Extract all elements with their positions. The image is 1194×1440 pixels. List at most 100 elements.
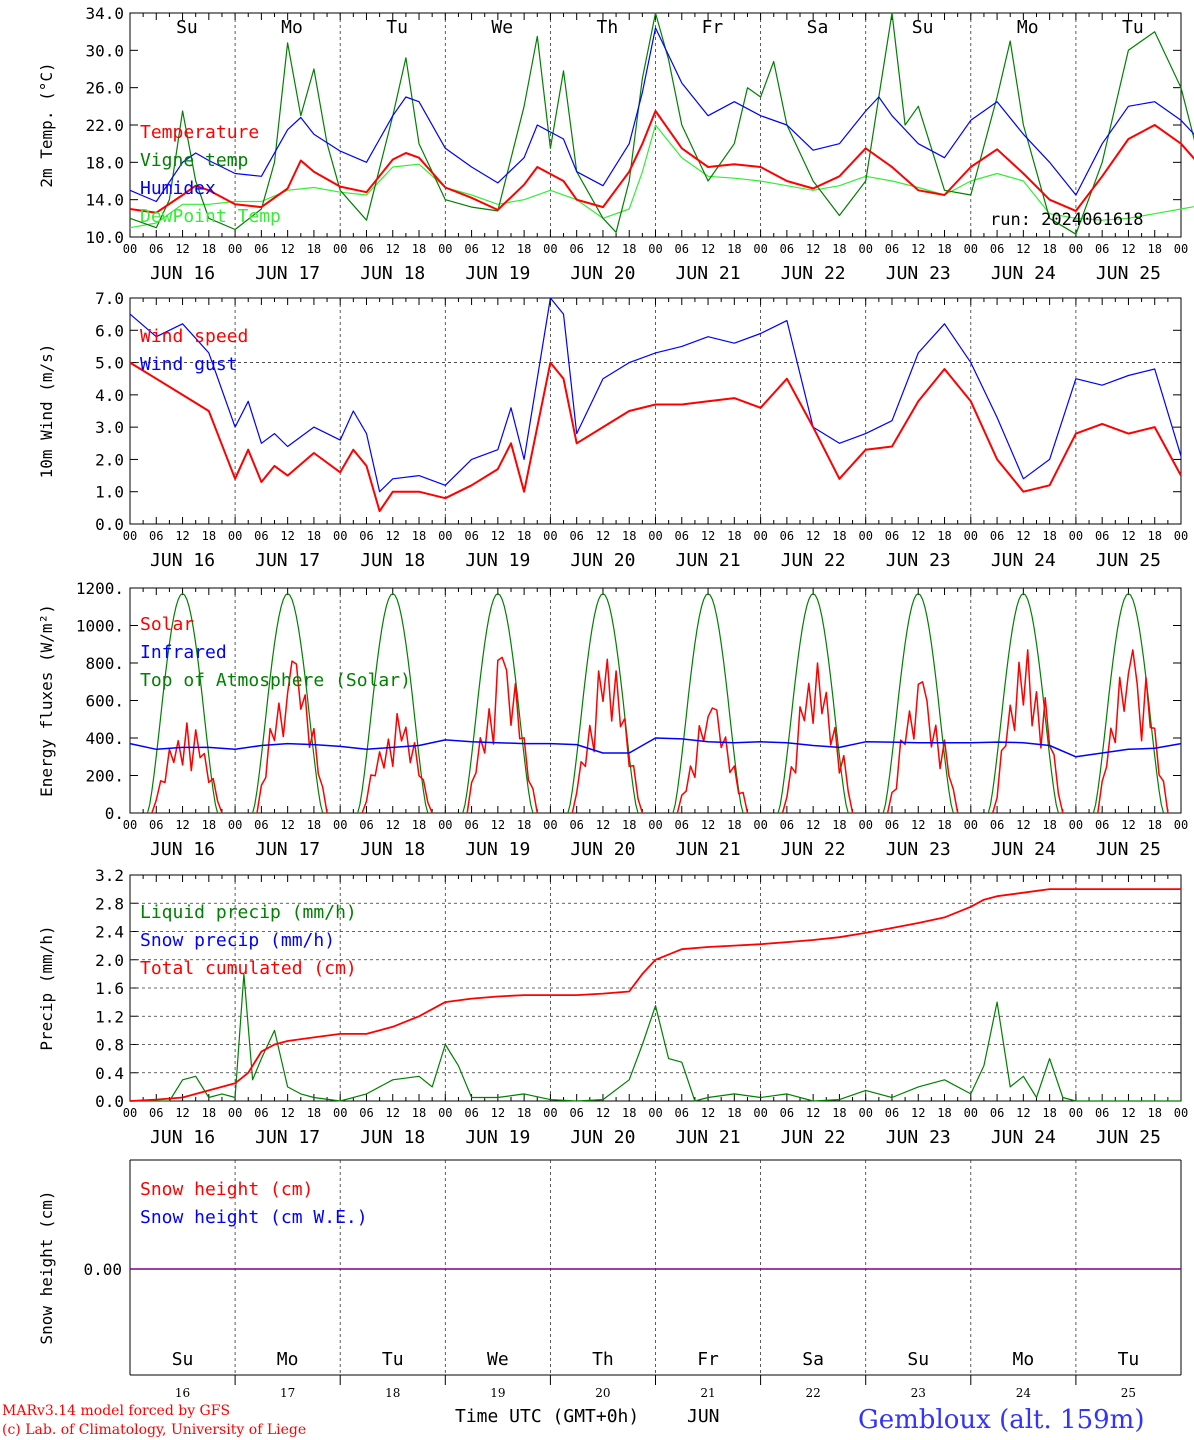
day-label: JUN 18 xyxy=(360,550,425,571)
x-hour-label: 18 xyxy=(622,529,636,543)
x-hour-label: 18 xyxy=(202,242,216,256)
x-hour-label: 00 xyxy=(333,242,347,256)
x-hour-label: 18 xyxy=(1042,529,1056,543)
series-toa-day xyxy=(146,592,219,814)
x-hour-label: 00 xyxy=(753,818,767,832)
legend-entry: Snow height (cm W.E.) xyxy=(140,1207,368,1228)
y-tick-label: 3.2 xyxy=(95,866,124,885)
x-hour-label: 00 xyxy=(858,242,872,256)
day-label: JUN 25 xyxy=(1096,550,1161,571)
x-hour-label: 12 xyxy=(596,818,610,832)
x-hour-label: 00 xyxy=(964,818,978,832)
y-tick-label: 0.4 xyxy=(95,1064,124,1083)
series-solar-day xyxy=(886,681,959,814)
day-label: JUN 20 xyxy=(570,839,635,860)
x-hour-label: 18 xyxy=(1042,242,1056,256)
x-hour-label: 18 xyxy=(727,242,741,256)
x-hour-label: 06 xyxy=(1095,818,1109,832)
y-tick-label: 0. xyxy=(105,804,124,823)
x-hour-label: 18 xyxy=(307,1106,321,1120)
x-hour-label: 06 xyxy=(464,242,478,256)
x-hour-label: 00 xyxy=(858,818,872,832)
day-label: JUN 16 xyxy=(150,263,215,284)
x-hour-label: 12 xyxy=(596,529,610,543)
x-hour-label: 06 xyxy=(675,529,689,543)
x-hour-label: 12 xyxy=(175,242,189,256)
legend-entry: Total cumulated (cm) xyxy=(140,958,357,979)
y-axis-title: 10m Wind (m/s) xyxy=(37,344,56,479)
weekday-label: Mo xyxy=(1017,17,1039,38)
day-label: JUN 20 xyxy=(570,263,635,284)
y-tick-label: 200. xyxy=(85,767,124,786)
day-label: JUN 25 xyxy=(1096,1127,1161,1148)
weekday-label: Th xyxy=(592,1349,614,1370)
y-tick-label: 34.0 xyxy=(85,4,124,23)
weekday-label: Sa xyxy=(807,17,829,38)
x-hour-label: 18 xyxy=(307,242,321,256)
day-label: JUN 20 xyxy=(570,550,635,571)
weekday-label: We xyxy=(487,1349,509,1370)
x-hour-label: 06 xyxy=(780,529,794,543)
x-hour-label: 12 xyxy=(806,529,820,543)
legend-entry: Temperature xyxy=(140,122,259,143)
weekday-label: Th xyxy=(596,17,618,38)
x-hour-label: 00 xyxy=(1069,818,1083,832)
day-number-label: 23 xyxy=(911,1386,926,1400)
day-label: JUN 25 xyxy=(1096,839,1161,860)
x-hour-label: 06 xyxy=(464,529,478,543)
footer-credit-line-2: (c) Lab. of Climatology, University of L… xyxy=(2,1422,306,1438)
y-tick-label: 1.0 xyxy=(95,483,124,502)
day-label: JUN 18 xyxy=(360,1127,425,1148)
precip-panel: 00 06 12 18 00 06 12 18 00 06 12 18 00 06 12 18 00 06 12 18… xyxy=(37,866,1188,1148)
weekday-label: Fr xyxy=(697,1349,719,1370)
day-label: JUN 16 xyxy=(150,550,215,571)
x-hour-label: 12 xyxy=(491,529,505,543)
x-hour-label: 12 xyxy=(280,1106,294,1120)
x-hour-label: 00 xyxy=(1069,529,1083,543)
day-label: JUN 25 xyxy=(1096,263,1161,284)
x-hour-label: 06 xyxy=(464,1106,478,1120)
x-hour-label: 00 xyxy=(543,242,557,256)
y-tick-label: 1000. xyxy=(76,617,124,636)
day-number-label: 19 xyxy=(490,1386,505,1400)
x-hour-label: 18 xyxy=(1147,242,1161,256)
x-hour-label: 06 xyxy=(675,1106,689,1120)
weekday-label: We xyxy=(491,17,513,38)
x-hour-label: 12 xyxy=(1016,242,1030,256)
x-hour-label: 00 xyxy=(123,1106,137,1120)
x-hour-label: 00 xyxy=(1069,1106,1083,1120)
day-number-label: 16 xyxy=(175,1386,190,1400)
weekday-label: Su xyxy=(912,17,934,38)
x-hour-label: 00 xyxy=(858,529,872,543)
x-hour-label: 00 xyxy=(1174,242,1188,256)
x-hour-label: 00 xyxy=(438,1106,452,1120)
x-hour-label: 00 xyxy=(543,529,557,543)
x-hour-label: 12 xyxy=(1121,818,1135,832)
day-label: JUN 24 xyxy=(991,839,1056,860)
x-hour-label: 06 xyxy=(149,1106,163,1120)
day-label: JUN 17 xyxy=(255,263,320,284)
day-number-label: 25 xyxy=(1121,1386,1136,1400)
y-axis-title: 2m Temp. (°C) xyxy=(37,62,56,187)
day-label: JUN 19 xyxy=(465,1127,530,1148)
x-hour-label: 12 xyxy=(280,818,294,832)
series-toa-day xyxy=(462,592,534,814)
y-tick-label: 1.2 xyxy=(95,1007,124,1026)
x-hour-label: 18 xyxy=(517,818,531,832)
day-number-label: 22 xyxy=(806,1386,821,1400)
x-hour-label: 18 xyxy=(727,818,741,832)
x-hour-label: 00 xyxy=(228,818,242,832)
x-hour-label: 00 xyxy=(228,1106,242,1120)
day-label: JUN 19 xyxy=(465,839,530,860)
series-toa-day xyxy=(357,592,429,814)
x-hour-label: 06 xyxy=(359,242,373,256)
day-label: JUN 19 xyxy=(465,550,530,571)
day-label: JUN 21 xyxy=(676,550,741,571)
day-label: JUN 18 xyxy=(360,263,425,284)
x-hour-label: 18 xyxy=(727,1106,741,1120)
weekday-label: Tu xyxy=(1118,1349,1140,1370)
x-axis-title: Time UTC (GMT+0h) xyxy=(455,1406,639,1427)
x-hour-label: 18 xyxy=(202,529,216,543)
day-label: JUN 17 xyxy=(255,550,320,571)
x-hour-label: 00 xyxy=(123,529,137,543)
